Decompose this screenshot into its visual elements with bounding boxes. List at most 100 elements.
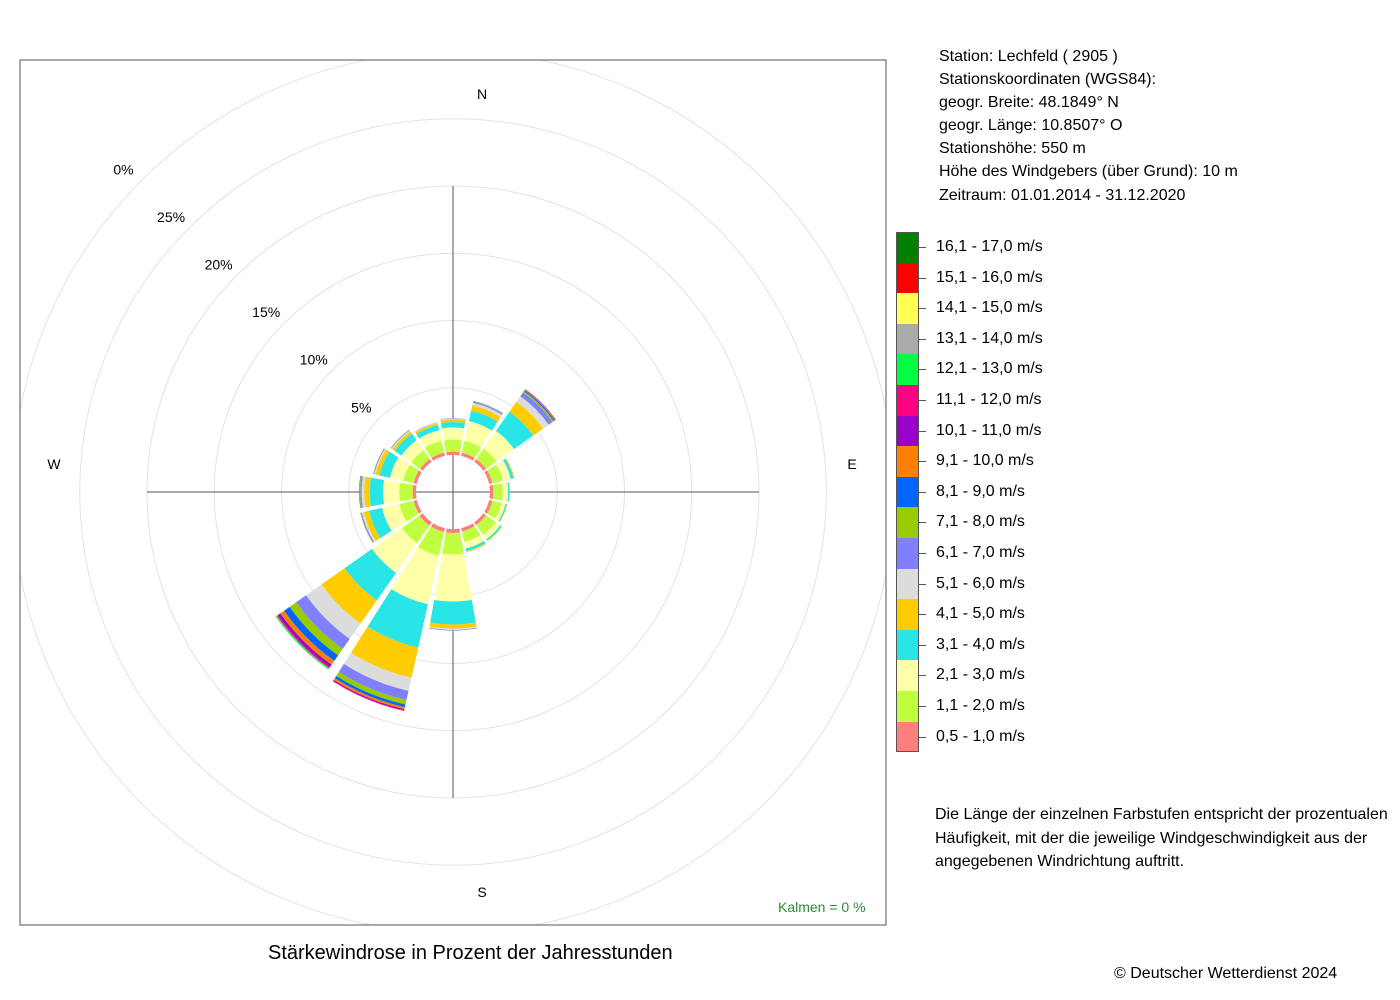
wedge-nnw-class-1	[431, 452, 445, 461]
wedge-ssw-class-2	[418, 526, 445, 556]
legend-label: 12,1 - 13,0 m/s	[936, 360, 1043, 378]
wedge-wsw-class-2	[399, 500, 419, 522]
radial-tick-label-2: 10%	[300, 352, 328, 368]
legend-tick	[919, 644, 926, 646]
wedge-s-class-3	[434, 553, 472, 602]
wedge-o-class-5	[508, 482, 511, 502]
wedge-sso-class-5	[466, 543, 487, 553]
note-line-3: angegebenen Windrichtung auftritt.	[935, 853, 1185, 870]
legend-label: 9,1 - 10,0 m/s	[936, 452, 1034, 470]
legend-swatch	[896, 354, 919, 385]
wedge-n-class-2	[443, 439, 463, 453]
wedge-wsw-class-5	[363, 510, 381, 542]
wedge-sw-class-9	[284, 606, 339, 661]
wedge-nnw-class-5	[415, 423, 439, 435]
wedge-sso-class-2	[461, 526, 481, 542]
wedge-wnw-class-7	[373, 448, 385, 475]
wedge-sso-class-4	[465, 540, 486, 552]
compass-east-label: E	[847, 456, 856, 472]
wedge-nnw-class-3	[419, 430, 442, 448]
legend-swatch	[896, 507, 919, 538]
legend-tick	[919, 430, 926, 432]
wedge-o-class-2	[492, 483, 503, 501]
legend-swatch	[896, 476, 919, 508]
wedge-w-class-4	[369, 477, 385, 507]
wedge-nw-class-3	[401, 440, 424, 463]
wedge-sso-class-6	[466, 544, 487, 553]
legend-tick	[919, 461, 926, 463]
wedge-nw-class-5	[392, 431, 413, 452]
wedge-n-class-3	[441, 427, 465, 441]
station-elevation: Stationshöhe: 550 m	[939, 140, 1086, 158]
wedge-no-class-2	[476, 448, 497, 469]
wedge-wsw-class-4	[368, 507, 392, 539]
compass-south-label: S	[477, 884, 486, 900]
wedge-ono-class-6	[506, 458, 515, 479]
legend-label: 6,1 - 7,0 m/s	[936, 543, 1025, 561]
explanation-note: Die Länge der einzelnen Farbstufen entsp…	[935, 803, 1388, 874]
wedge-ono-class-2	[487, 464, 503, 484]
wedge-s-class-6	[429, 626, 477, 630]
legend-label: 14,1 - 15,0 m/s	[936, 299, 1043, 317]
legend-label: 4,1 - 5,0 m/s	[936, 605, 1025, 623]
sensor-height: Höhe des Windgebers (über Grund): 10 m	[939, 163, 1238, 181]
wedge-w-class-5	[364, 476, 371, 508]
wedge-nno-class-6	[472, 402, 503, 418]
wedge-ssw-class-9	[334, 675, 406, 708]
copyright: © Deutscher Wetterdienst 2024	[1114, 965, 1338, 982]
legend-swatch	[896, 262, 919, 294]
legend-tick	[919, 614, 926, 616]
wedge-nno-class-7	[472, 401, 503, 415]
wedge-sw-class-4	[344, 548, 397, 601]
wedge-sw-class-6	[306, 584, 361, 639]
wedge-n-class-4	[440, 422, 466, 429]
wedge-sw-class-10	[280, 610, 335, 665]
wedge-ono-class-3	[496, 460, 511, 481]
wedge-w-class-10	[358, 475, 361, 509]
wedge-nnw-class-2	[424, 440, 445, 458]
radial-tick-label-1: 5%	[351, 399, 371, 415]
wedge-w-class-6	[361, 476, 366, 508]
wedge-wsw-class-3	[382, 504, 407, 531]
legend-tick	[919, 247, 926, 248]
wedge-no-class-1	[474, 458, 487, 471]
wedge-w-class-9	[359, 475, 361, 509]
wedge-s-class-5	[429, 622, 477, 629]
wedge-nnw-class-4	[416, 425, 440, 439]
wedge-w-class-1	[412, 485, 417, 499]
wedge-wnw-class-3	[389, 457, 410, 481]
wedge-wsw-class-1	[413, 500, 422, 514]
radial-tick-label-3: 15%	[252, 304, 280, 320]
legend-tick	[919, 369, 926, 371]
legend-tick	[919, 491, 926, 493]
plot-frame	[19, 59, 887, 926]
legend-label: 7,1 - 8,0 m/s	[936, 513, 1025, 531]
legend-tick	[919, 705, 926, 707]
station-info: Station: Lechfeld ( 2905 ) Stationskoord…	[939, 45, 1238, 207]
legend-swatch	[896, 537, 919, 569]
legend-tick	[919, 552, 926, 554]
wedge-nw-class-6	[391, 430, 411, 450]
station-coordinates-heading: Stationskoordinaten (WGS84):	[939, 71, 1156, 89]
wedge-n-class-5	[440, 419, 466, 424]
grid-circle-5	[79, 118, 827, 866]
legend-label: 10,1 - 11,0 m/s	[936, 421, 1042, 439]
wedge-so-class-3	[483, 522, 501, 540]
wedge-nno-class-1	[461, 452, 475, 461]
wedge-sw-class-8	[289, 602, 343, 656]
wedge-ssw-class-4	[367, 589, 428, 648]
wedge-sw-class-7	[296, 595, 350, 649]
wedge-ono-class-4	[502, 458, 514, 480]
station-longitude: geogr. Länge: 10.8507° O	[939, 117, 1123, 135]
wedge-wnw-class-4	[379, 451, 399, 478]
legend-swatch	[896, 629, 919, 661]
wedge-sw-class-5	[321, 568, 377, 624]
note-line-1: Die Länge der einzelnen Farbstufen entsp…	[935, 806, 1388, 823]
legend-label: 8,1 - 9,0 m/s	[936, 482, 1025, 500]
wedge-nw-class-4	[394, 433, 417, 456]
radial-tick-label-4: 20%	[205, 257, 233, 273]
wedge-nnw-class-6	[414, 422, 438, 433]
station-name: Station: Lechfeld ( 2905 )	[939, 48, 1118, 65]
legend-label: 11,1 - 12,0 m/s	[936, 390, 1042, 408]
station-latitude: geogr. Breite: 48.1849° N	[939, 94, 1119, 112]
